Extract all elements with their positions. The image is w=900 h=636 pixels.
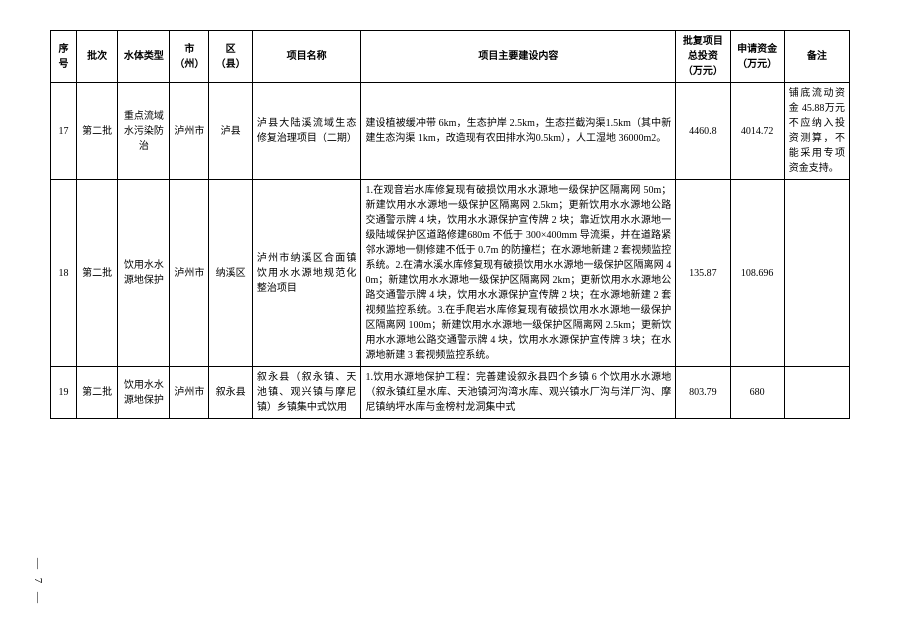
table-row: 18 第二批 饮用水水源地保护 泸州市 纳溪区 泸州市纳溪区合面镇饮用水水源地规…: [51, 180, 850, 367]
cell-name: 泸县大陆溪流域生态修复治理项目（二期）: [252, 83, 361, 180]
cell-batch: 第二批: [77, 180, 118, 367]
cell-apply: 680: [730, 367, 784, 419]
cell-county: 纳溪区: [209, 180, 252, 367]
cell-seq: 17: [51, 83, 77, 180]
cell-city: 泸州市: [170, 83, 209, 180]
cell-invest: 803.79: [676, 367, 730, 419]
col-apply: 申请资金（万元）: [730, 31, 784, 83]
col-water-type: 水体类型: [118, 31, 170, 83]
cell-name: 泸州市纳溪区合面镇饮用水水源地规范化整治项目: [252, 180, 361, 367]
col-name: 项目名称: [252, 31, 361, 83]
cell-remark: [784, 367, 849, 419]
cell-seq: 19: [51, 367, 77, 419]
cell-apply: 108.696: [730, 180, 784, 367]
cell-remark: 铺底流动资金 45.88万元不应纳入投资测算，不能采用专项资金支持。: [784, 83, 849, 180]
cell-batch: 第二批: [77, 367, 118, 419]
cell-water-type: 饮用水水源地保护: [118, 180, 170, 367]
cell-batch: 第二批: [77, 83, 118, 180]
cell-water-type: 重点流域水污染防治: [118, 83, 170, 180]
cell-content: 建设植被缓冲带 6km，生态护岸 2.5km，生态拦截沟渠1.5km（其中新建生…: [361, 83, 676, 180]
cell-water-type: 饮用水水源地保护: [118, 367, 170, 419]
project-table: 序号 批次 水体类型 市（州） 区（县） 项目名称 项目主要建设内容 批复项目总…: [50, 30, 850, 419]
cell-county: 叙永县: [209, 367, 252, 419]
cell-invest: 4460.8: [676, 83, 730, 180]
cell-county: 泸县: [209, 83, 252, 180]
cell-city: 泸州市: [170, 180, 209, 367]
cell-seq: 18: [51, 180, 77, 367]
cell-city: 泸州市: [170, 367, 209, 419]
col-county: 区（县）: [209, 31, 252, 83]
col-invest: 批复项目总投资（万元）: [676, 31, 730, 83]
table-header-row: 序号 批次 水体类型 市（州） 区（县） 项目名称 项目主要建设内容 批复项目总…: [51, 31, 850, 83]
col-seq: 序号: [51, 31, 77, 83]
col-content: 项目主要建设内容: [361, 31, 676, 83]
cell-invest: 135.87: [676, 180, 730, 367]
table-row: 19 第二批 饮用水水源地保护 泸州市 叙永县 叙永县（叙永镇、天池镇、观兴镇与…: [51, 367, 850, 419]
cell-content: 1.在观音岩水库修复现有破损饮用水水源地一级保护区隔离网 50m；新建饮用水水源…: [361, 180, 676, 367]
cell-name: 叙永县（叙永镇、天池镇、观兴镇与摩尼镇）乡镇集中式饮用: [252, 367, 361, 419]
page-number: — 7 —: [32, 558, 44, 606]
table-row: 17 第二批 重点流域水污染防治 泸州市 泸县 泸县大陆溪流域生态修复治理项目（…: [51, 83, 850, 180]
col-remark: 备注: [784, 31, 849, 83]
col-batch: 批次: [77, 31, 118, 83]
cell-content: 1.饮用水源地保护工程：完善建设叙永县四个乡镇 6 个饮用水水源地（叙永镇红星水…: [361, 367, 676, 419]
cell-apply: 4014.72: [730, 83, 784, 180]
col-city: 市（州）: [170, 31, 209, 83]
cell-remark: [784, 180, 849, 367]
